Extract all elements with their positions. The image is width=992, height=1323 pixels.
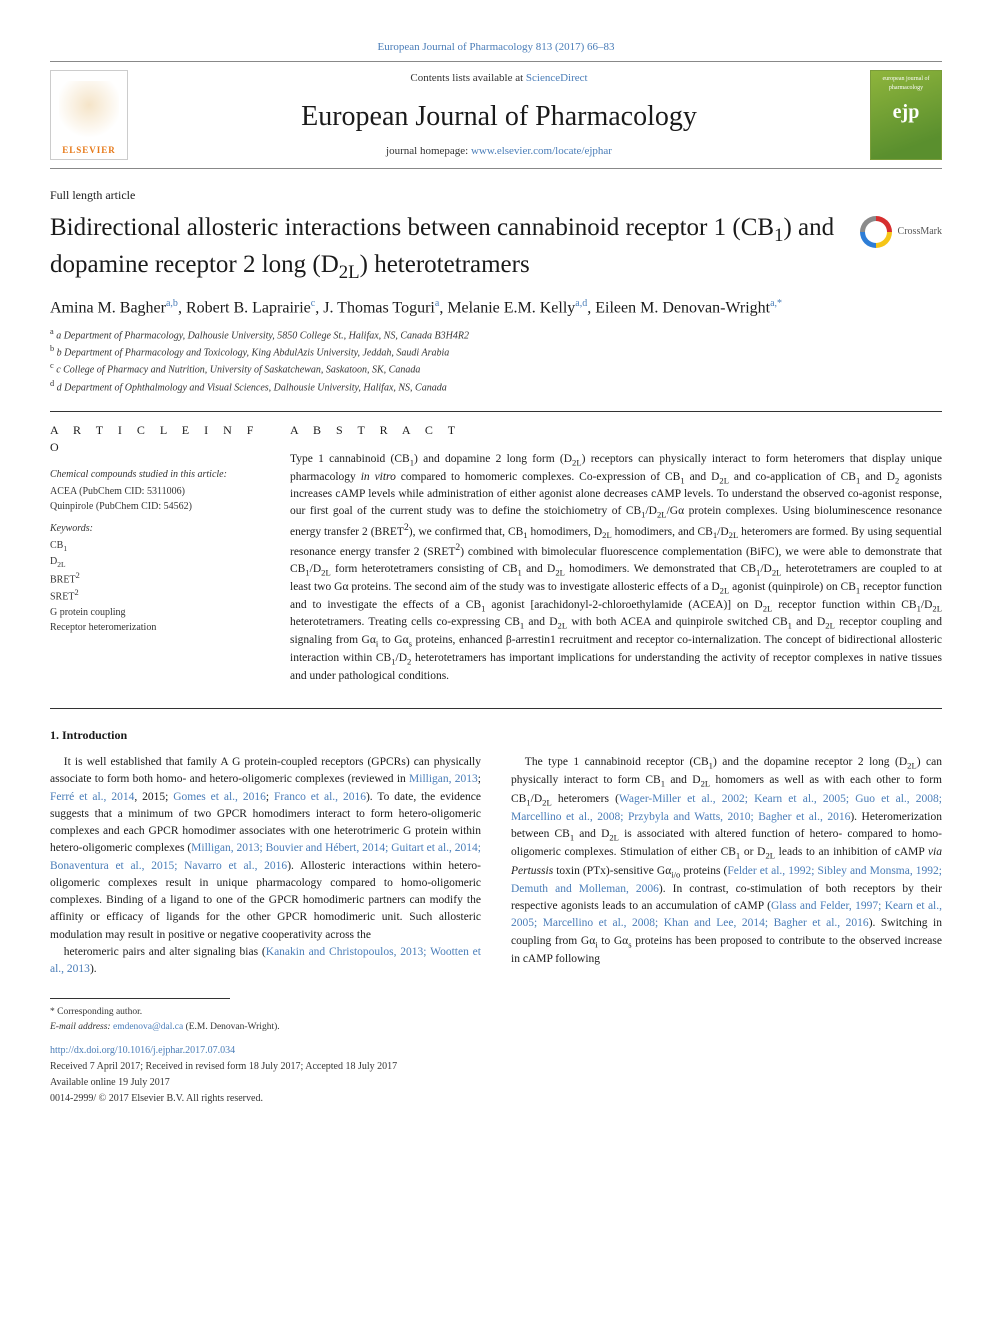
homepage-prefix: journal homepage: (386, 145, 471, 157)
sciencedirect-link[interactable]: ScienceDirect (526, 72, 588, 84)
keyword-item: D2L (50, 554, 260, 570)
keywords-label: Keywords: (50, 522, 260, 536)
divider (50, 411, 942, 412)
footnote-divider (50, 998, 230, 999)
crossmark-icon (860, 216, 892, 248)
corresponding-author: * Corresponding author. (50, 1005, 942, 1019)
abstract-column: A B S T R A C T Type 1 cannabinoid (CB1)… (290, 422, 942, 684)
elsevier-tree-icon (59, 81, 119, 141)
keywords-list: CB1 D2L BRET2 SRET2 G protein coupling R… (50, 538, 260, 635)
affiliation-c: c c College of Pharmacy and Nutrition, U… (50, 360, 942, 377)
affiliation-a: a a Department of Pharmacology, Dalhousi… (50, 326, 942, 343)
article-type: Full length article (50, 187, 942, 204)
article-info-column: A R T I C L E I N F O Chemical compounds… (50, 422, 260, 684)
masthead-center: Contents lists available at ScienceDirec… (142, 71, 856, 159)
article-title: Bidirectional allosteric interactions be… (50, 212, 844, 285)
contents-prefix: Contents lists available at (410, 72, 525, 84)
authors-line: Amina M. Baghera,b, Robert B. Laprairiec… (50, 297, 942, 320)
crossmark-label: CrossMark (898, 225, 942, 239)
masthead: ELSEVIER Contents lists available at Sci… (50, 61, 942, 169)
affiliation-d: d d Department of Ophthalmology and Visu… (50, 378, 942, 395)
article-info-heading: A R T I C L E I N F O (50, 422, 260, 456)
body-paragraph: heteromeric pairs and alter signaling bi… (50, 944, 481, 979)
compound-item: Quinpirole (PubChem CID: 54562) (50, 499, 260, 514)
email-line: E-mail address: emdenova@dal.ca (E.M. De… (50, 1020, 942, 1034)
homepage-line: journal homepage: www.elsevier.com/locat… (142, 144, 856, 159)
cover-big-text: ejp (893, 98, 920, 126)
abstract-heading: A B S T R A C T (290, 422, 942, 439)
keyword-item: BRET2 (50, 570, 260, 587)
email-link[interactable]: emdenova@dal.ca (113, 1022, 183, 1032)
elsevier-logo: ELSEVIER (50, 70, 128, 160)
article-history: Received 7 April 2017; Received in revis… (50, 1060, 942, 1074)
journal-issue-link[interactable]: European Journal of Pharmacology 813 (20… (50, 40, 942, 55)
journal-cover-thumbnail: european journal of pharmacology ejp (870, 70, 942, 160)
compound-item: ACEA (PubChem CID: 5311006) (50, 484, 260, 499)
keyword-item: G protein coupling (50, 605, 260, 620)
body-text: It is well established that family A G p… (50, 754, 942, 978)
compounds-label: Chemical compounds studied in this artic… (50, 468, 260, 482)
abstract-text: Type 1 cannabinoid (CB1) and dopamine 2 … (290, 451, 942, 685)
body-paragraph: It is well established that family A G p… (50, 754, 481, 944)
copyright-line: 0014-2999/ © 2017 Elsevier B.V. All righ… (50, 1092, 942, 1106)
available-online: Available online 19 July 2017 (50, 1076, 942, 1090)
journal-name: European Journal of Pharmacology (142, 97, 856, 136)
cover-small-text: european journal of pharmacology (871, 75, 941, 92)
keyword-item: CB1 (50, 538, 260, 554)
homepage-link[interactable]: www.elsevier.com/locate/ejphar (471, 145, 612, 157)
crossmark-badge[interactable]: CrossMark (860, 216, 942, 248)
body-paragraph: The type 1 cannabinoid receptor (CB1) an… (511, 754, 942, 968)
keyword-item: Receptor heteromerization (50, 620, 260, 635)
keyword-item: SRET2 (50, 587, 260, 604)
introduction-heading: 1. Introduction (50, 727, 942, 744)
affiliation-b: b b Department of Pharmacology and Toxic… (50, 343, 942, 360)
doi-link[interactable]: http://dx.doi.org/10.1016/j.ejphar.2017.… (50, 1044, 942, 1058)
elsevier-label: ELSEVIER (62, 144, 116, 157)
email-suffix: (E.M. Denovan-Wright). (183, 1022, 279, 1032)
footnotes: * Corresponding author. E-mail address: … (50, 1005, 942, 1034)
compounds-list: ACEA (PubChem CID: 5311006) Quinpirole (… (50, 484, 260, 514)
contents-line: Contents lists available at ScienceDirec… (142, 71, 856, 86)
email-label: E-mail address: (50, 1022, 113, 1032)
divider (50, 708, 942, 709)
affiliations: a a Department of Pharmacology, Dalhousi… (50, 326, 942, 395)
